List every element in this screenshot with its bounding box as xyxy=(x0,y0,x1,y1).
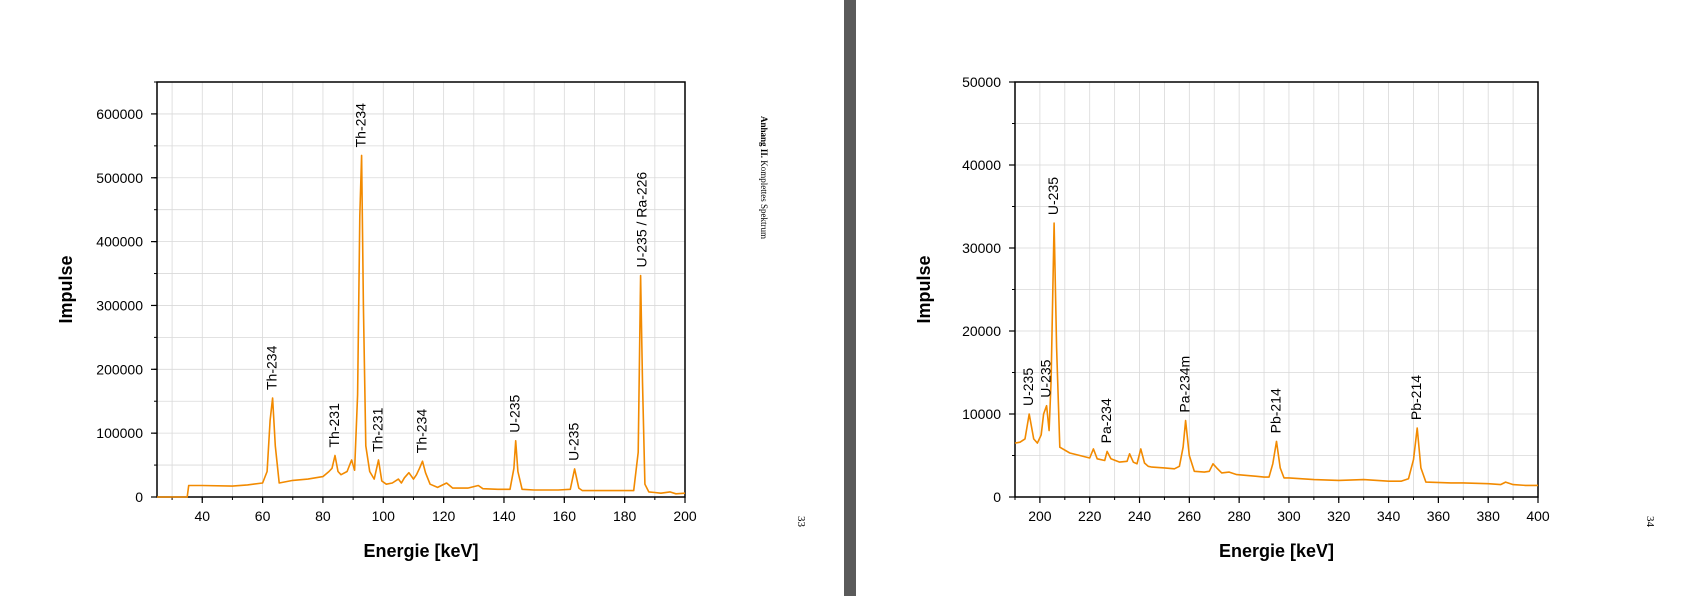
document-page-left: 40 60 80 100 120 140 160 180 200 0 100000 200000 300… xyxy=(0,0,844,596)
document-page-right: 200 220 240 260 280 300 320 340 360 380 400 0 10000 2… xyxy=(856,0,1697,596)
peak-label: U-235 xyxy=(1038,359,1054,397)
y-tick-label: 500000 xyxy=(96,170,143,186)
x-axis-title: Energie [keV] xyxy=(1219,541,1334,561)
x-tick-label: 280 xyxy=(1227,508,1251,524)
peak-label: U-235 xyxy=(566,423,582,461)
peak-label: Pa-234m xyxy=(1177,356,1193,413)
peak-label: U-235 xyxy=(1020,368,1036,406)
plot-frame xyxy=(156,81,686,498)
x-tick-label: 120 xyxy=(432,508,456,524)
spectrum-chart-left: 40 60 80 100 120 140 160 180 200 0 100000 200000 300… xyxy=(56,81,697,561)
y-tick-label: 10000 xyxy=(962,406,1001,422)
y-tick-label: 20000 xyxy=(962,323,1001,339)
y-tick-label: 40000 xyxy=(962,157,1001,173)
x-tick-label: 340 xyxy=(1377,508,1401,524)
y-tick-label: 300000 xyxy=(96,297,143,313)
peak-label: U-235 / Ra-226 xyxy=(634,172,650,268)
x-tick-label: 200 xyxy=(673,508,697,524)
running-header: Anhang II. Komplettes Spektrum xyxy=(759,116,769,239)
x-tick-label: 360 xyxy=(1427,508,1451,524)
peak-label: Th-234 xyxy=(353,103,369,148)
y-tick-label: 30000 xyxy=(962,240,1001,256)
x-tick-label: 400 xyxy=(1526,508,1550,524)
x-axis-title: Energie [keV] xyxy=(363,541,478,561)
plot-area xyxy=(157,82,685,497)
peak-label: U-235 xyxy=(1045,177,1061,215)
peak-label: Th-231 xyxy=(326,403,342,448)
peak-label: Th-234 xyxy=(264,345,280,390)
x-tick-label: 240 xyxy=(1128,508,1152,524)
y-axis-title: Impulse xyxy=(56,255,76,323)
x-tick-label: 160 xyxy=(553,508,577,524)
x-tick-label: 300 xyxy=(1277,508,1301,524)
y-tick-label: 0 xyxy=(993,489,1001,505)
x-tick-label: 200 xyxy=(1028,508,1052,524)
x-tick-label: 40 xyxy=(194,508,210,524)
y-tick-label: 50000 xyxy=(962,74,1001,90)
running-header-bold: Anhang II. xyxy=(759,116,769,159)
y-tick-label: 0 xyxy=(135,489,143,505)
x-tick-label: 100 xyxy=(372,508,396,524)
x-tick-label: 380 xyxy=(1477,508,1501,524)
page-gutter xyxy=(844,0,856,596)
running-header-text: Komplettes Spektrum xyxy=(759,158,769,240)
peak-label: Pa-234 xyxy=(1098,398,1114,443)
y-tick-label: 100000 xyxy=(96,425,143,441)
x-tick-label: 140 xyxy=(492,508,516,524)
spectrum-chart-right: 200 220 240 260 280 300 320 340 360 380 400 0 10000 2… xyxy=(914,74,1550,561)
peak-label: Pb-214 xyxy=(1408,375,1424,420)
page-number-right: 34 xyxy=(1644,516,1656,527)
y-tick-label: 200000 xyxy=(96,361,143,377)
x-tick-label: 220 xyxy=(1078,508,1102,524)
spectrum-series-line xyxy=(1014,222,1538,487)
spectrum-series-line xyxy=(157,154,686,498)
x-tick-label: 320 xyxy=(1327,508,1351,524)
peak-label: U-235 xyxy=(507,394,523,432)
peak-label: Th-234 xyxy=(414,409,430,454)
peak-label: Pb-214 xyxy=(1268,388,1284,433)
y-tick-label: 600000 xyxy=(96,106,143,122)
x-tick-label: 260 xyxy=(1178,508,1202,524)
y-axis-title: Impulse xyxy=(914,255,934,323)
y-tick-label: 400000 xyxy=(96,234,143,250)
page-number-left: 33 xyxy=(795,516,807,527)
x-tick-label: 80 xyxy=(315,508,331,524)
peak-label: Th-231 xyxy=(370,407,386,452)
x-tick-label: 180 xyxy=(613,508,637,524)
x-tick-label: 60 xyxy=(255,508,271,524)
